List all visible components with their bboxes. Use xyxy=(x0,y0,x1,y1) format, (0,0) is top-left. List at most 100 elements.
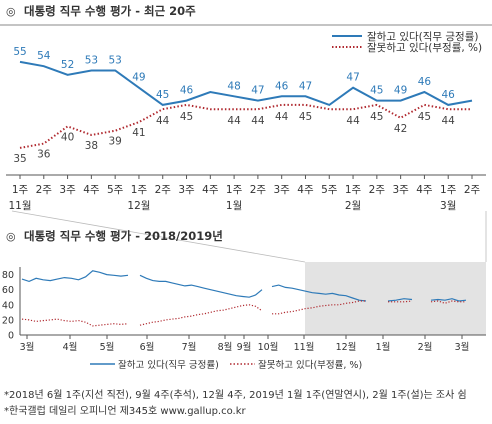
top-month-label: 11월 xyxy=(8,200,31,212)
disapprove-data-label: 41 xyxy=(132,127,145,139)
bottom-x-tick-label: 11월 xyxy=(294,341,315,353)
bottom-x-tick-label: 4월 xyxy=(63,341,78,353)
disapprove-segment xyxy=(272,300,366,315)
top-chart-title: 대통령 직무 수행 평가 - 최근 20주 xyxy=(24,4,196,18)
top-month-label: 2월 xyxy=(345,200,361,212)
approve-data-label: 46 xyxy=(418,76,432,88)
top-x-tick-label: 4주 xyxy=(297,184,314,196)
bottom-x-tick-label: 12월 xyxy=(336,341,357,353)
bottom-y-tick-label: 0 xyxy=(8,331,14,342)
approve-segment xyxy=(21,270,129,283)
top-x-tick-label: 3주 xyxy=(274,184,291,196)
top-x-tick-label: 2주 xyxy=(250,184,267,196)
disapprove-data-label: 44 xyxy=(275,111,289,123)
approve-data-label: 47 xyxy=(299,80,312,92)
top-x-tick-label: 3주 xyxy=(59,184,76,196)
bottom-x-tick-label: 10월 xyxy=(258,341,279,353)
top-month-label: 12월 xyxy=(127,200,150,212)
footnote-survey-gaps: *2018년 6월 1주(지선 직전), 9월 4주(추석), 12월 4주, … xyxy=(4,389,467,401)
approve-data-label: 49 xyxy=(132,72,145,84)
disapprove-data-label: 44 xyxy=(156,115,170,127)
approve-line xyxy=(19,60,473,107)
approve-segment xyxy=(430,298,467,302)
disapprove-line xyxy=(19,103,472,149)
bottom-y-tick-label: 40 xyxy=(2,300,14,311)
disapprove-data-label: 35 xyxy=(13,153,26,165)
top-x-tick-label: 1주 xyxy=(12,184,29,196)
approve-segment xyxy=(271,284,367,302)
disapprove-data-label: 45 xyxy=(370,111,383,123)
top-month-label: 3월 xyxy=(440,200,456,212)
approve-data-label: 45 xyxy=(370,85,383,97)
bottom-series xyxy=(21,270,467,327)
top-chart: ◎ 대통령 직무 수행 평가 - 최근 20주 잘하고 있다(직무 긍정률) 잘… xyxy=(0,4,492,212)
bottom-x-tick-label: 7월 xyxy=(182,341,197,353)
top-x-tick-label: 3주 xyxy=(178,184,195,196)
top-month-label: 1월 xyxy=(226,200,242,212)
bottom-x-tick-label: 5월 xyxy=(100,341,115,353)
top-x-tick-label: 2주 xyxy=(155,184,172,196)
approve-data-label: 47 xyxy=(251,85,264,97)
approve-data-label: 48 xyxy=(227,80,240,92)
disapprove-segment xyxy=(21,318,129,327)
bottom-y-tick-label: 20 xyxy=(2,315,14,326)
disapprove-segment xyxy=(139,304,263,326)
top-x-tick-label: 4주 xyxy=(416,184,433,196)
approve-segment xyxy=(387,298,413,302)
disapprove-data-label: 38 xyxy=(85,140,98,152)
bottom-x-tick-label: 2월 xyxy=(418,341,433,353)
disapprove-data-label: 40 xyxy=(61,131,74,143)
disapprove-data-label: 42 xyxy=(394,123,407,135)
disapprove-data-label: 45 xyxy=(299,111,312,123)
zoom-connector-left xyxy=(11,210,306,263)
approve-data-label: 55 xyxy=(13,46,26,58)
top-x-tick-label: 2주 xyxy=(369,184,386,196)
top-data-labels: 55 35 54 36 52 40 53 38 53 39 49 41 45 44 46 45 48 44 47 44… xyxy=(13,46,455,165)
bottom-x-tick-label: 8월 xyxy=(218,341,233,353)
bottom-x-tick-label: 3월 xyxy=(455,341,470,353)
top-x-ticks: 1주 2주 3주 4주 5주 1주 2주 3주 4주 1주 2주 3주 4주 5주 1주 2주 3주 4주 1주 2주… xyxy=(8,175,481,212)
legend-label-approve: 잘하고 있다(직무 긍정률) xyxy=(367,30,478,43)
disapprove-data-label: 44 xyxy=(251,115,265,127)
top-x-tick-label: 2주 xyxy=(36,184,53,196)
top-series xyxy=(19,60,473,149)
recent-20-weeks-highlight xyxy=(305,262,486,335)
bottom-legend: 잘하고 있다(직무 긍정률) 잘못하고 있다(부정률, %) xyxy=(90,359,362,371)
disapprove-data-label: 45 xyxy=(418,111,431,123)
top-x-tick-label: 1주 xyxy=(226,184,243,196)
title-symbol: ◎ xyxy=(6,5,16,18)
bottom-y-axis: 0 20 40 60 80 xyxy=(2,267,21,342)
approve-data-label: 49 xyxy=(394,85,407,97)
top-x-tick-label: 3주 xyxy=(392,184,409,196)
approve-data-label: 54 xyxy=(37,50,51,62)
bottom-chart-title: 대통령 직무 수행 평가 - 2018/2019년 xyxy=(24,229,223,243)
bottom-y-tick-label: 60 xyxy=(2,285,14,296)
disapprove-segment xyxy=(430,300,466,304)
title-symbol-2: ◎ xyxy=(6,230,16,243)
top-x-tick-label: 5주 xyxy=(321,184,338,196)
disapprove-data-label: 44 xyxy=(227,115,241,127)
bottom-y-tick-label: 80 xyxy=(2,270,14,281)
top-x-tick-label: 1주 xyxy=(131,184,148,196)
footnote-source: *한국갤럽 데일리 오피니언 제345호 www.gallup.co.kr xyxy=(4,405,247,417)
approve-data-label: 53 xyxy=(109,55,122,67)
legend-label-approve-2: 잘하고 있다(직무 긍정률) xyxy=(118,359,219,371)
bottom-x-tick-label: 9월 xyxy=(237,341,252,353)
approve-data-label: 45 xyxy=(156,89,169,101)
legend-label-disapprove-2: 잘못하고 있다(부정률, %) xyxy=(258,359,362,371)
disapprove-data-label: 39 xyxy=(109,136,122,148)
approve-data-label: 46 xyxy=(275,80,289,92)
approve-data-label: 47 xyxy=(346,72,359,84)
disapprove-data-label: 44 xyxy=(346,115,360,127)
legend-label-disapprove: 잘못하고 있다(부정률, %) xyxy=(367,41,482,54)
bottom-x-tick-label: 3월 xyxy=(20,341,35,353)
approve-data-label: 46 xyxy=(442,89,456,101)
top-x-tick-label: 5주 xyxy=(107,184,124,196)
disapprove-data-label: 45 xyxy=(180,111,193,123)
bottom-x-ticks: 3월 4월 5월 6월 7월 8월 9월 10월 11월 12월 1월 2월 3월 xyxy=(20,335,470,353)
approve-data-label: 53 xyxy=(85,55,98,67)
top-x-tick-label: 1주 xyxy=(440,184,457,196)
top-x-tick-label: 2주 xyxy=(464,184,481,196)
approve-data-label: 46 xyxy=(180,85,194,97)
top-x-tick-label: 4주 xyxy=(202,184,219,196)
